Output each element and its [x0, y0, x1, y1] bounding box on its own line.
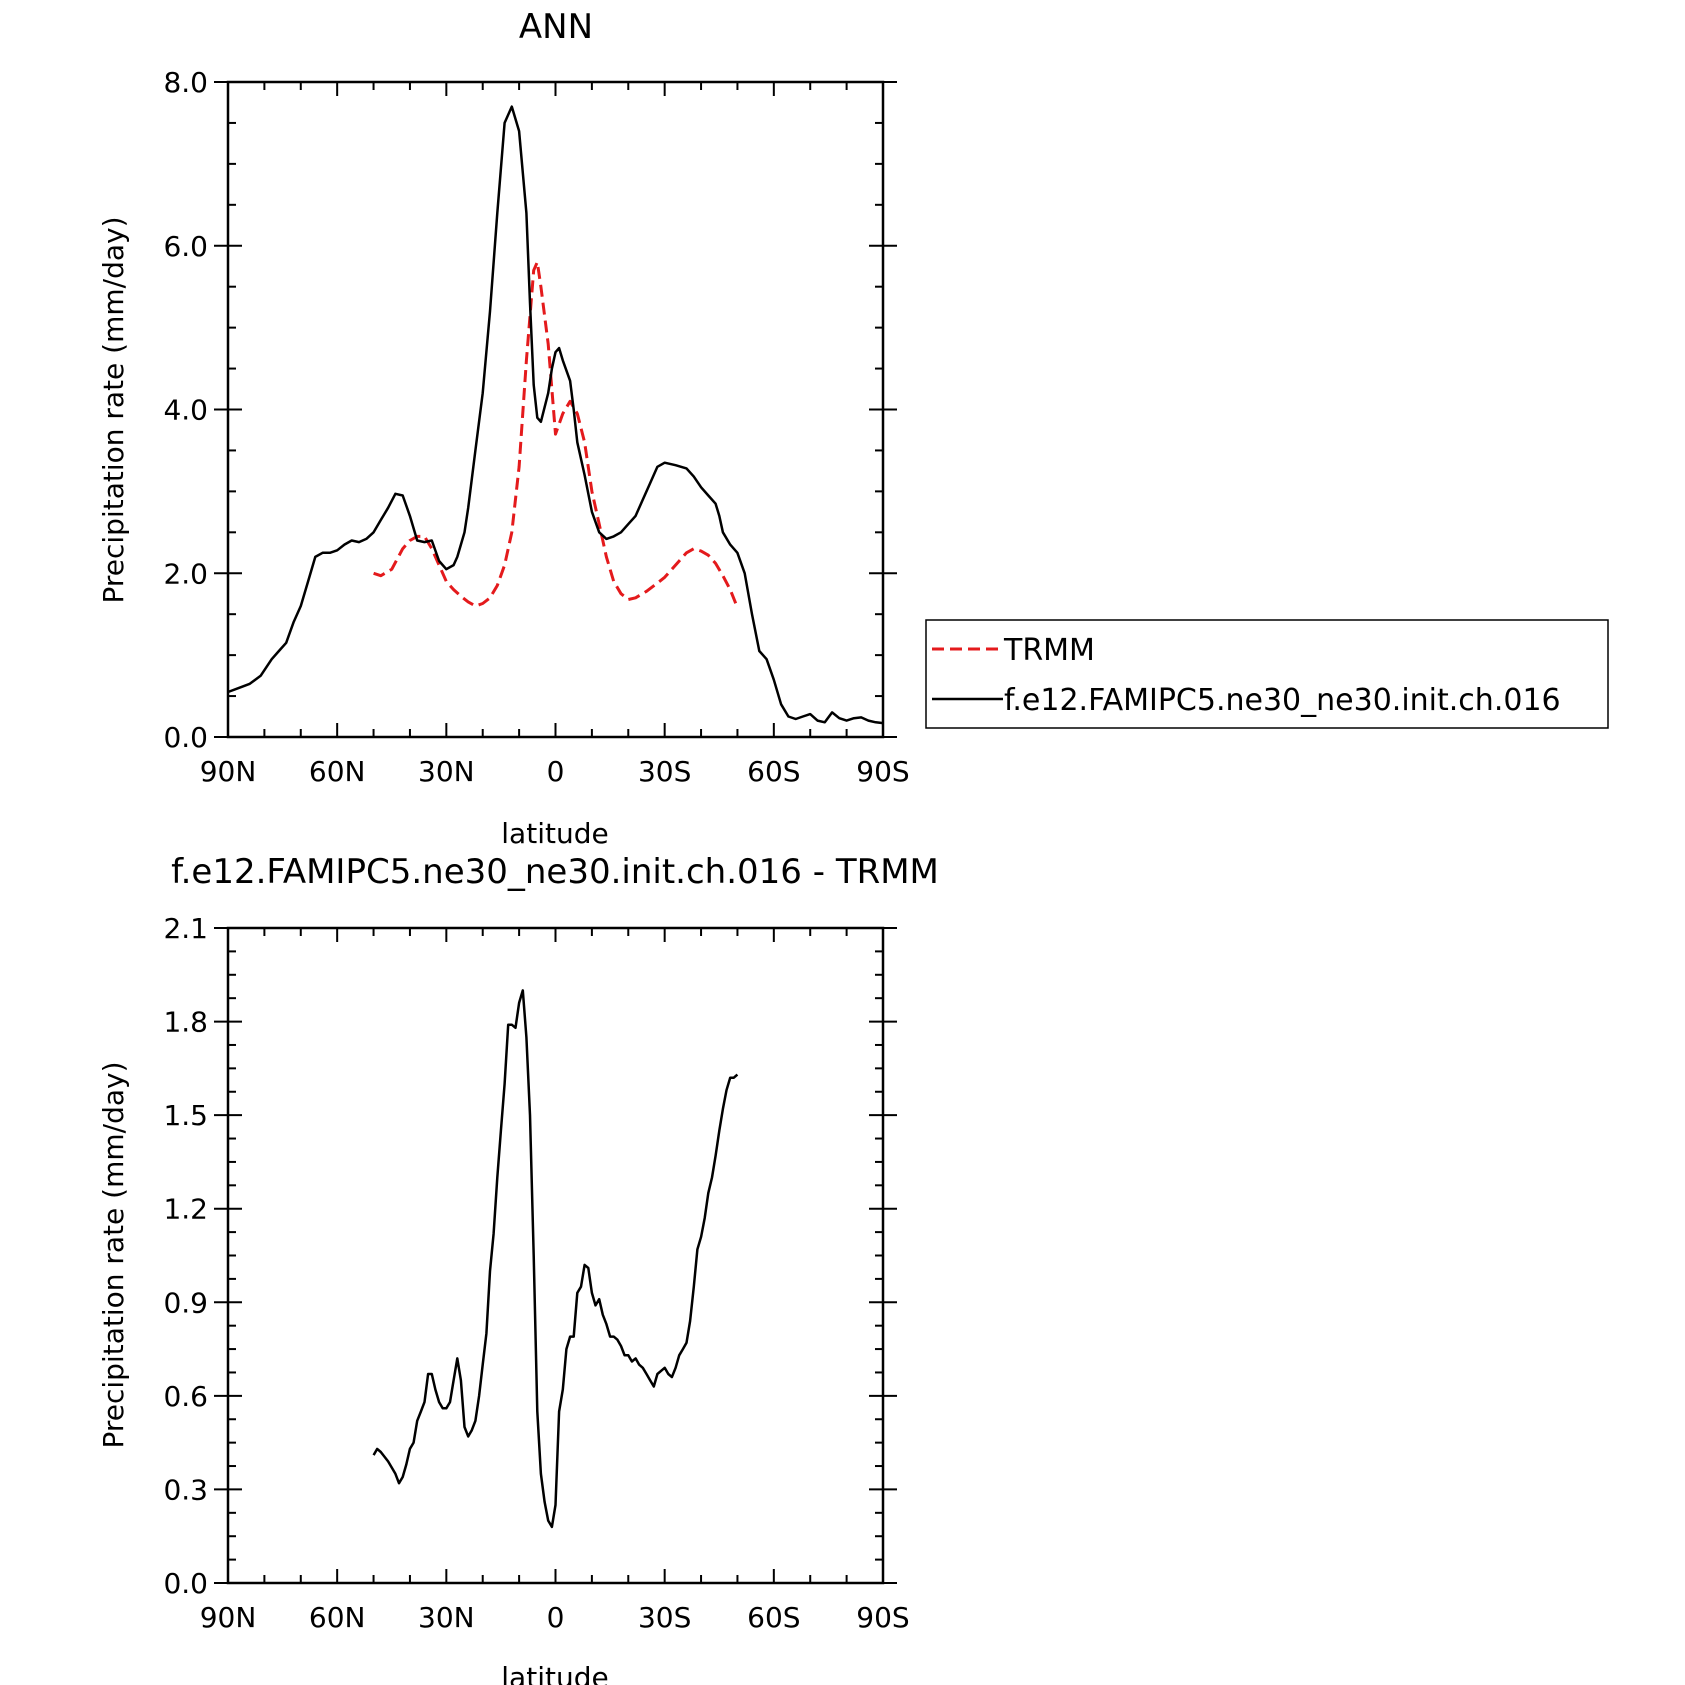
plot-frame: [226, 80, 885, 739]
y-tick-label: 1.5: [163, 1099, 208, 1132]
legend-label-trmm: TRMM: [1003, 633, 1095, 668]
x-tick-label: 0: [547, 755, 565, 788]
legend-box: [925, 619, 1609, 729]
x-tick-label: 30N: [418, 755, 475, 788]
x-axis-label: latitude: [501, 1661, 608, 1685]
y-tick-label: 8.0: [163, 66, 208, 99]
y-tick-label: 6.0: [163, 230, 208, 263]
axis-ticks: 90N 60N 30N 0 30S 60S 90S 0.0 2.0 4.0 6.0 8.0: [163, 66, 909, 788]
y-tick-label: 0.6: [163, 1380, 208, 1413]
y-tick-label: 1.2: [163, 1193, 208, 1226]
x-tick-label: 30N: [418, 1601, 475, 1634]
series-line-0: [372, 989, 739, 1529]
x-tick-label: 60N: [309, 1601, 366, 1634]
x-tick-label: 0: [547, 1601, 565, 1634]
annual-precipitation-panel: ANN 90N 60N 30N 0 30S 60S 90S 0.0 2.0 4.0 6.0 8.0 l…: [97, 7, 910, 850]
y-tick-label: 0.3: [163, 1473, 208, 1506]
panel-title: f.e12.FAMIPC5.ne30_ne30.init.ch.016 - TR…: [171, 852, 939, 892]
y-tick-label: 1.8: [163, 1006, 208, 1039]
legend: TRMM f.e12.FAMIPC5.ne30_ne30.init.ch.016: [925, 619, 1609, 729]
y-tick-label: 0.0: [163, 721, 208, 754]
x-tick-label: 90S: [856, 1601, 909, 1634]
x-tick-label: 60S: [747, 1601, 800, 1634]
plot-area: [227, 105, 884, 725]
y-tick-label: 0.9: [163, 1286, 208, 1319]
x-tick-label: 60N: [309, 755, 366, 788]
panel-title: ANN: [519, 7, 593, 47]
y-tick-label: 0.0: [163, 1567, 208, 1600]
x-tick-label: 30S: [638, 755, 691, 788]
axis-ticks: 90N 60N 30N 0 30S 60S 90S 0.0 0.3 0.6 0.9 1.2 1.5 1.8…: [163, 912, 909, 1634]
x-tick-label: 60S: [747, 755, 800, 788]
x-tick-label: 30S: [638, 1601, 691, 1634]
y-axis-label: Precipitation rate (mm/day): [97, 1061, 130, 1448]
plot-area: [372, 989, 739, 1529]
x-tick-label: 90S: [856, 755, 909, 788]
x-axis-label: latitude: [501, 817, 608, 850]
x-tick-label: 90N: [200, 755, 257, 788]
series-line-0: [373, 260, 739, 609]
x-tick-label: 90N: [200, 1601, 257, 1634]
y-axis-label: Precipitation rate (mm/day): [97, 216, 130, 603]
y-tick-label: 2.1: [163, 912, 208, 945]
y-tick-label: 4.0: [163, 394, 208, 427]
y-tick-label: 2.0: [163, 557, 208, 590]
legend-label-model: f.e12.FAMIPC5.ne30_ne30.init.ch.016: [1004, 683, 1561, 718]
difference-panel: f.e12.FAMIPC5.ne30_ne30.init.ch.016 - TR…: [97, 852, 939, 1685]
series-line-1: [227, 105, 884, 725]
